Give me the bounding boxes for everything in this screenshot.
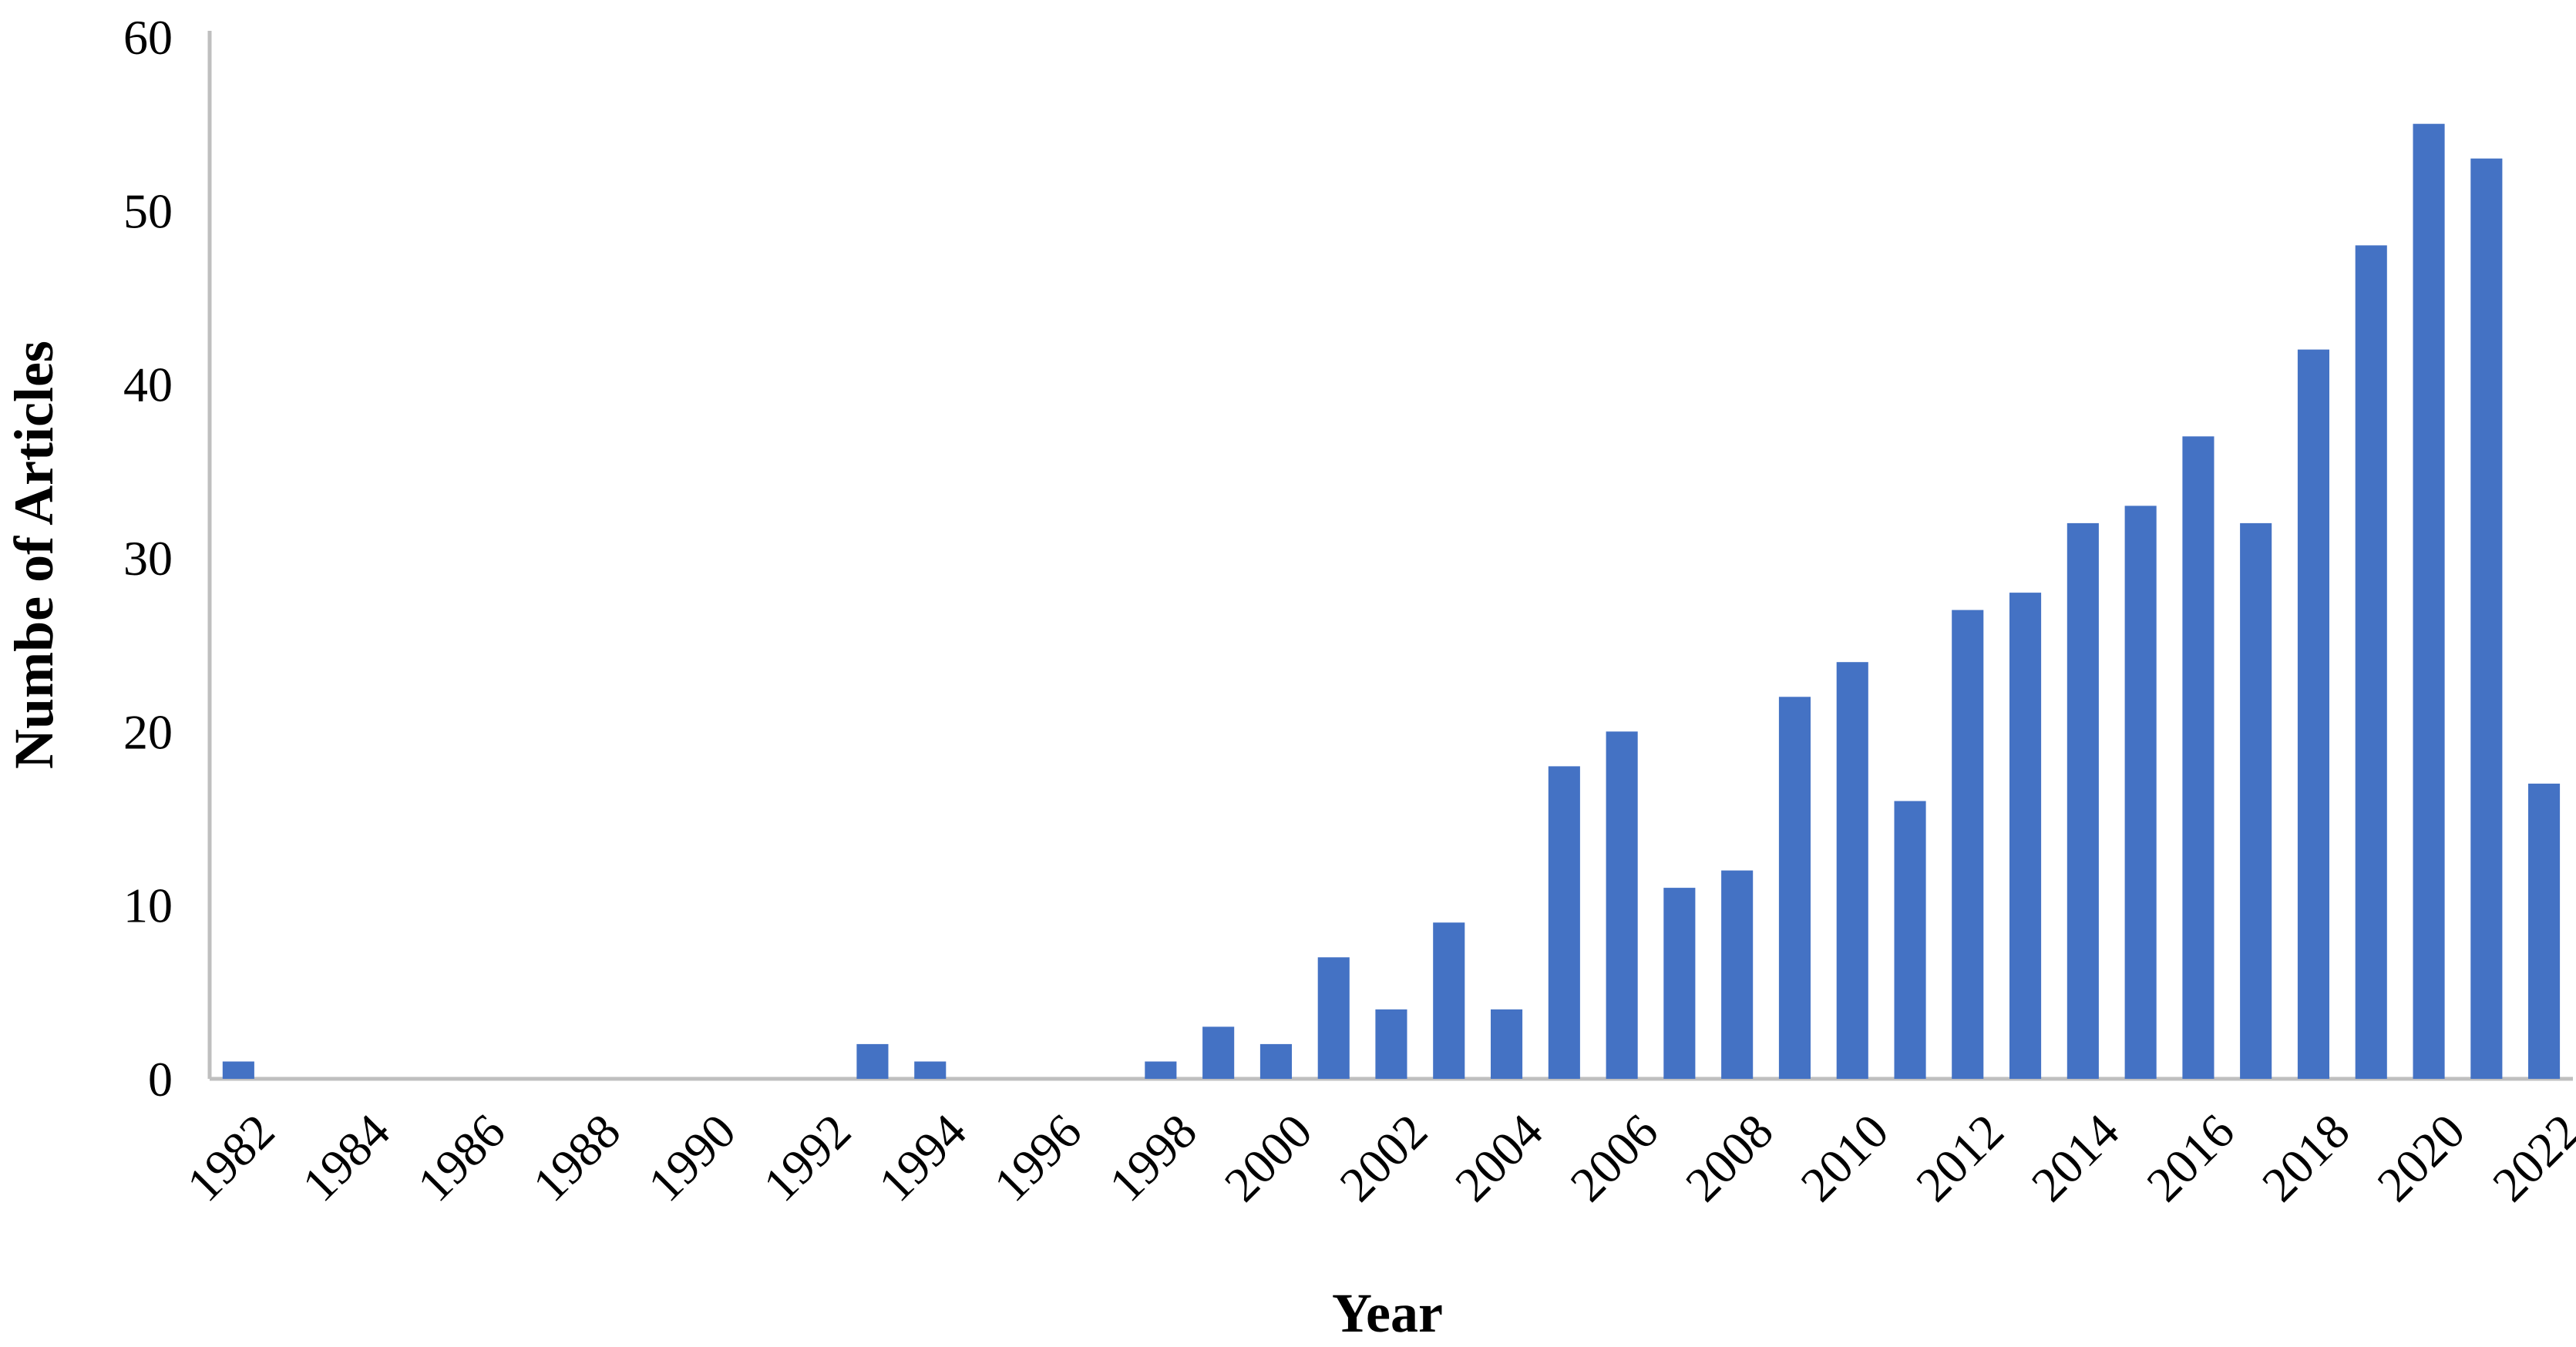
bar-2021 bbox=[2470, 158, 2503, 1080]
x-tick-label-2000: 2000 bbox=[1214, 1103, 1323, 1212]
bar-2008 bbox=[1721, 870, 1754, 1079]
bar-2012 bbox=[1952, 610, 1984, 1079]
y-tick-label-40: 40 bbox=[123, 358, 173, 412]
x-tick-label-1998: 1998 bbox=[1098, 1103, 1207, 1212]
x-tick-label-2002: 2002 bbox=[1329, 1103, 1438, 1212]
y-axis-title: Numbe of Articles bbox=[3, 341, 65, 769]
x-tick-label-2004: 2004 bbox=[1444, 1103, 1553, 1212]
bar-2018 bbox=[2297, 349, 2329, 1080]
bar-2003 bbox=[1433, 922, 1465, 1079]
x-axis-title: Year bbox=[1332, 1282, 1443, 1344]
bar-2016 bbox=[2182, 436, 2214, 1079]
x-tick-label-1984: 1984 bbox=[291, 1103, 400, 1212]
bar-2007 bbox=[1663, 888, 1696, 1079]
y-tick-label-0: 0 bbox=[148, 1052, 173, 1107]
bar-2010 bbox=[1836, 662, 1868, 1079]
x-tick-label-1994: 1994 bbox=[868, 1103, 977, 1212]
x-tick-label-2008: 2008 bbox=[1675, 1103, 1784, 1212]
bar-1982 bbox=[222, 1061, 254, 1079]
x-tick-label-2020: 2020 bbox=[2366, 1103, 2475, 1212]
bar-1999 bbox=[1202, 1026, 1235, 1079]
bar-2006 bbox=[1606, 731, 1638, 1079]
x-tick-label-1982: 1982 bbox=[177, 1103, 285, 1212]
bar-2014 bbox=[2067, 522, 2099, 1079]
y-tick-label-60: 60 bbox=[123, 10, 173, 65]
x-tick-label-1992: 1992 bbox=[753, 1103, 862, 1212]
bar-1998 bbox=[1145, 1061, 1177, 1079]
bar-2000 bbox=[1259, 1043, 1292, 1079]
bar-2020 bbox=[2413, 123, 2445, 1080]
x-tick-label-2006: 2006 bbox=[1560, 1103, 1669, 1212]
bar-2011 bbox=[1894, 801, 1926, 1079]
y-tick-label-20: 20 bbox=[123, 704, 173, 759]
x-tick-label-1996: 1996 bbox=[984, 1103, 1092, 1212]
bar-2009 bbox=[1778, 697, 1811, 1079]
y-tick-label-10: 10 bbox=[123, 878, 173, 933]
x-tick-label-1986: 1986 bbox=[407, 1103, 516, 1212]
bar-2013 bbox=[2009, 593, 2042, 1079]
x-tick-label-1988: 1988 bbox=[523, 1103, 631, 1212]
x-tick-labels: 1982 1984 1986 1988 1990 1992 1994 1996 1998 2000… bbox=[177, 1103, 2576, 1212]
x-tick-label-2018: 2018 bbox=[2251, 1103, 2360, 1212]
x-tick-label-1990: 1990 bbox=[637, 1103, 746, 1212]
axes bbox=[207, 31, 2573, 1081]
bar-2022 bbox=[2528, 783, 2561, 1079]
bar-2005 bbox=[1548, 766, 1580, 1079]
bar-2015 bbox=[2124, 506, 2157, 1079]
bar-2001 bbox=[1317, 957, 1350, 1079]
y-tick-label-30: 30 bbox=[123, 531, 173, 586]
x-tick-label-2016: 2016 bbox=[2136, 1103, 2245, 1212]
bars bbox=[222, 123, 2561, 1080]
bar-2002 bbox=[1375, 1009, 1407, 1079]
bar-2017 bbox=[2240, 522, 2272, 1079]
bar-2004 bbox=[1491, 1009, 1523, 1079]
bar-2019 bbox=[2355, 245, 2387, 1079]
bar-1993 bbox=[856, 1043, 889, 1079]
x-tick-label-2022: 2022 bbox=[2482, 1103, 2576, 1212]
y-tick-label-50: 50 bbox=[123, 183, 173, 238]
x-tick-label-2012: 2012 bbox=[1905, 1103, 2014, 1212]
bar-1994 bbox=[914, 1061, 947, 1079]
x-tick-label-2014: 2014 bbox=[2021, 1103, 2130, 1212]
y-tick-labels: 0 10 20 30 40 50 60 bbox=[123, 10, 173, 1107]
x-tick-label-2010: 2010 bbox=[1791, 1103, 1899, 1212]
